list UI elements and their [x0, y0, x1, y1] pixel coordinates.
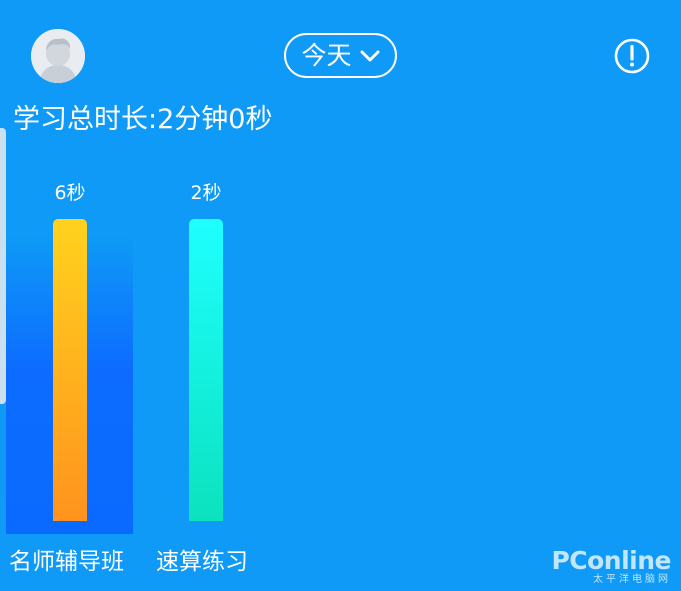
bar-susuan-lianxi[interactable] [189, 219, 223, 521]
watermark-logo: PConline [551, 546, 671, 575]
chevron-down-icon [360, 50, 379, 61]
bar-mingshi-fudaoban[interactable] [53, 219, 87, 521]
avatar[interactable] [31, 29, 85, 83]
watermark: PConline 太平洋电脑网 [551, 548, 671, 586]
side-drawer-handle[interactable] [0, 128, 6, 404]
date-range-selector[interactable]: 今天 [284, 33, 397, 78]
bar-value-label: 2秒 [190, 182, 222, 204]
category-label[interactable]: 名师辅导班 [9, 549, 124, 575]
user-avatar-icon [31, 29, 85, 83]
watermark-subtitle: 太平洋电脑网 [593, 574, 671, 585]
info-button[interactable] [614, 38, 650, 74]
bar-value-label: 6秒 [54, 182, 86, 204]
info-icon [614, 38, 650, 74]
date-range-label: 今天 [301, 41, 352, 70]
total-study-time: 学习总时长:2分钟0秒 [13, 104, 273, 135]
category-label[interactable]: 速算练习 [156, 549, 248, 575]
